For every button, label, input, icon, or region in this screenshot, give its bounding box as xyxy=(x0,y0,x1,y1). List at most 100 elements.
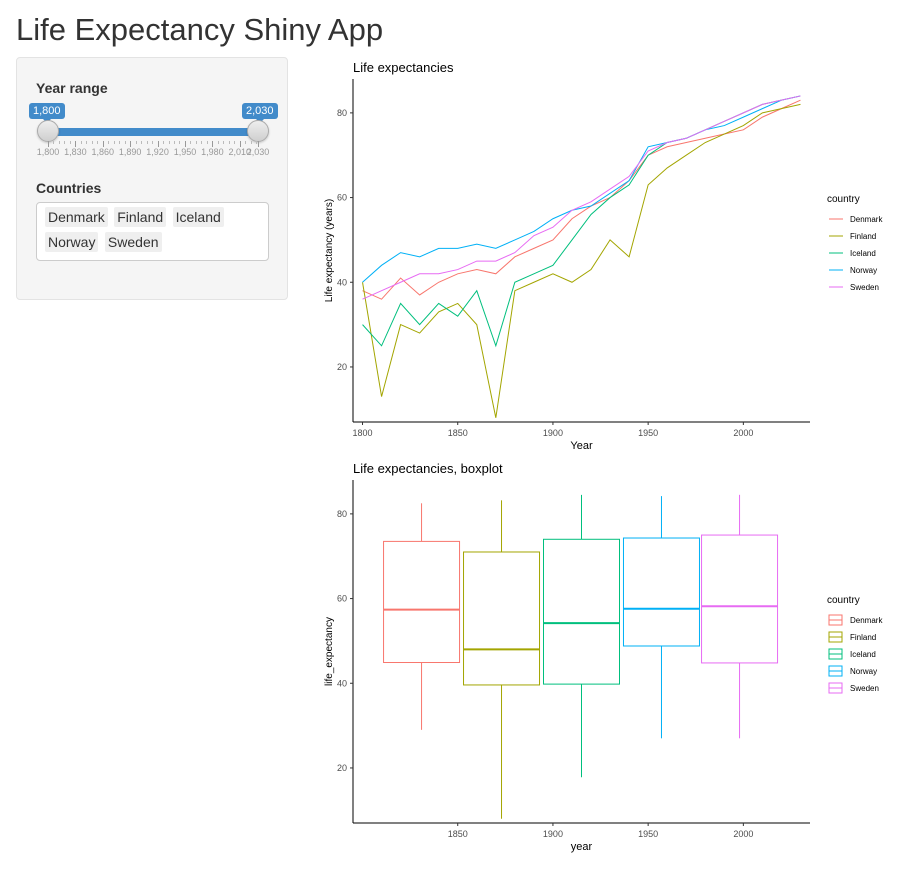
slider-grid-minor-tick xyxy=(245,141,247,144)
series-line xyxy=(362,99,801,300)
slider-grid-label: 2,010 xyxy=(228,147,251,157)
legend-label: Iceland xyxy=(850,249,876,258)
chart-title: Life expectancies xyxy=(353,60,454,75)
series-line xyxy=(362,95,801,283)
y-tick-label: 20 xyxy=(337,362,347,372)
x-tick-label: 2000 xyxy=(733,428,753,438)
slider-grid-minor-tick xyxy=(201,141,203,144)
series-line xyxy=(362,95,801,300)
y-axis-label: life_expectancy xyxy=(324,617,335,686)
app-title: Life Expectancy Shiny App xyxy=(16,12,384,47)
countries-label: Countries xyxy=(36,180,102,196)
slider-grid-minor-tick xyxy=(168,141,170,144)
slider-grid-minor-tick xyxy=(163,141,165,144)
slider-grid-tick xyxy=(102,141,104,147)
slider-grid-minor-tick xyxy=(228,141,230,144)
slider-grid-minor-tick xyxy=(69,141,71,144)
slider-grid-minor-tick xyxy=(179,141,181,144)
x-tick-label: 1950 xyxy=(638,829,658,839)
countries-select[interactable]: Denmark Finland Iceland Norway Sweden xyxy=(36,202,269,261)
year-range-slider[interactable]: 1,800 2,030 1,800 1,830 1,860 1,890 1,920 1,9… xyxy=(17,58,287,299)
slider-grid-tick xyxy=(258,141,259,147)
legend-label: Norway xyxy=(850,667,877,676)
y-tick-label: 60 xyxy=(337,594,347,604)
slider-grid-tick xyxy=(75,141,77,147)
x-axis-label: year xyxy=(571,841,593,853)
slider-grid-minor-tick xyxy=(223,141,225,144)
y-tick-label: 80 xyxy=(337,509,347,519)
sidebar-panel: Year range 1,800 2,030 1,800 1,830 1,860 1,… xyxy=(16,57,288,300)
year-range-max-badge: 2,030 xyxy=(242,103,278,123)
slider-grid-label: 2,030 xyxy=(246,147,270,157)
y-tick-label: 20 xyxy=(337,763,347,773)
legend-label: Finland xyxy=(850,232,876,241)
box-chart: Life expectancies, boxplot 20 40 60 80 1850 19… xyxy=(324,461,883,853)
slider-grid-tick xyxy=(130,141,132,147)
country-chip-finland[interactable]: Finland xyxy=(114,207,167,227)
legend-label: Denmark xyxy=(850,215,883,224)
slider-grid-minor-tick xyxy=(234,141,236,144)
x-tick-label: 1900 xyxy=(543,428,563,438)
slider-grid-minor-tick xyxy=(152,141,154,144)
country-chip-iceland[interactable]: Iceland xyxy=(172,207,224,227)
year-range-min-badge: 1,800 xyxy=(29,103,65,123)
y-axis-label: Life expectancy (years) xyxy=(324,199,335,302)
legend-label: Norway xyxy=(850,266,877,275)
country-chip-denmark[interactable]: Denmark xyxy=(45,207,108,227)
slider-grid-minor-tick xyxy=(113,141,115,144)
x-tick-label: 1800 xyxy=(353,428,373,438)
box-body xyxy=(463,551,541,686)
x-tick-label: 1850 xyxy=(448,829,468,839)
chart-title: Life expectancies, boxplot xyxy=(353,461,503,476)
slider-grid-minor-tick xyxy=(64,141,66,144)
y-tick-label: 40 xyxy=(337,277,347,287)
slider-grid-label: 1,860 xyxy=(91,147,115,157)
slider-grid-tick xyxy=(212,141,214,147)
slider-grid-minor-tick xyxy=(206,141,208,144)
slider-grid-label: 1,980 xyxy=(201,147,224,157)
slider-grid-minor-tick xyxy=(53,141,55,144)
slider-grid-minor-tick xyxy=(91,141,93,144)
legend-label: Sweden xyxy=(850,684,879,693)
legend-title: country xyxy=(827,194,860,205)
slider-grid-minor-tick xyxy=(146,141,148,144)
slider-grid-minor-tick xyxy=(58,141,60,144)
slider-grid-tick xyxy=(157,141,159,147)
x-tick-label: 2000 xyxy=(733,829,753,839)
year-range-label: Year range xyxy=(36,80,108,96)
year-range-max-handle[interactable] xyxy=(247,120,269,142)
year-range-min-handle[interactable] xyxy=(37,120,59,142)
slider-grid-minor-tick xyxy=(108,141,110,144)
series-line xyxy=(362,103,801,418)
series-line xyxy=(362,95,801,348)
x-axis-label: Year xyxy=(570,440,593,452)
slider-grid-minor-tick xyxy=(195,141,197,144)
slider-grid-tick xyxy=(184,141,186,147)
box-body xyxy=(622,537,700,647)
year-range-track[interactable] xyxy=(47,128,259,136)
x-tick-label: 1850 xyxy=(448,428,468,438)
slider-grid-minor-tick xyxy=(256,141,258,144)
slider-grid-minor-tick xyxy=(174,141,175,144)
x-tick-label: 1900 xyxy=(543,829,563,839)
y-tick-label: 80 xyxy=(337,108,347,118)
slider-grid-minor-tick xyxy=(97,141,99,144)
slider-grid-label: 1,800 xyxy=(36,147,60,157)
slider-grid-label: 1,920 xyxy=(146,147,169,157)
x-tick-label: 1950 xyxy=(638,428,658,438)
country-chip-sweden[interactable]: Sweden xyxy=(104,232,162,252)
slider-grid-minor-tick xyxy=(124,141,126,144)
country-chip-norway[interactable]: Norway xyxy=(45,232,99,252)
y-tick-label: 40 xyxy=(337,678,347,688)
slider-grid-minor-tick xyxy=(250,141,252,144)
slider-grid-minor-tick xyxy=(190,141,192,144)
legend-title: country xyxy=(827,595,860,606)
slider-grid-minor-tick xyxy=(217,141,219,144)
slider-grid-minor-tick xyxy=(86,141,88,144)
box-body xyxy=(383,540,461,664)
legend-label: Sweden xyxy=(850,283,879,292)
slider-grid-tick xyxy=(48,141,49,147)
slider-grid-label: 1,950 xyxy=(173,147,197,157)
legend-label: Denmark xyxy=(850,616,883,625)
box-body xyxy=(543,538,620,685)
